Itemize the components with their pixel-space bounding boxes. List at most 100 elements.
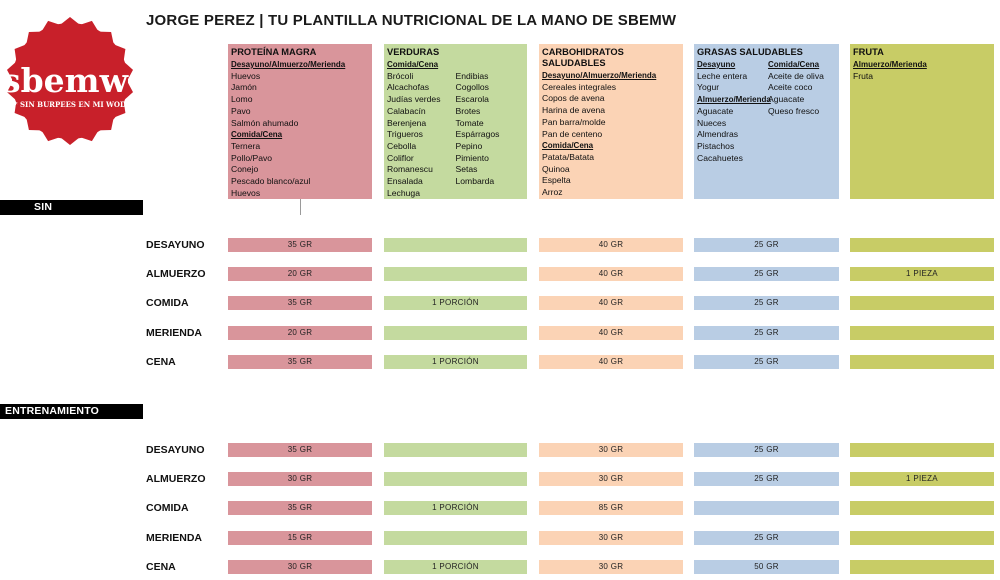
food-item: Harina de avena (542, 105, 606, 116)
portion-cell-fats: 25 GR (694, 326, 839, 340)
portion-cell-fruit (850, 560, 994, 574)
meal-group-label: Desayuno/Almuerzo/Merienda (542, 71, 657, 80)
section-label: SIN ENTRENAMIENTO (0, 200, 143, 228)
portion-cell-fats: 25 GR (694, 443, 839, 457)
portion-cell-fruit (850, 296, 994, 310)
food-item: Arroz (542, 187, 563, 198)
food-item: Huevos (231, 70, 261, 81)
food-item: Calabacín (387, 105, 426, 116)
category-title: CARBOHIDRATOS SALUDABLES (542, 47, 624, 68)
meal-name: COMIDA (146, 297, 189, 309)
food-item: Espárragos (455, 129, 500, 140)
meal-name: DESAYUNO (146, 239, 205, 251)
portion-cell-veg (384, 531, 527, 545)
portion-cell-protein: 15 GR (228, 531, 372, 545)
food-item: Cogollos (455, 82, 489, 93)
portion-cell-carbs: 40 GR (539, 296, 683, 310)
food-item: Cebolla (387, 140, 417, 151)
food-item: Almendras (697, 129, 739, 140)
food-item: Romanescu (387, 164, 433, 175)
food-item: Cacahuetes (697, 152, 743, 163)
meal-name: CENA (146, 356, 176, 368)
category-veg: VERDURAS Comida/Cena Brócoli Alcachofas Judí… (384, 44, 527, 199)
sbemw-logo: sbemw * SIN BURPEES EN MI WOD (3, 17, 133, 145)
food-item: Alcachofas (387, 82, 430, 93)
food-item: Aceite de oliva (768, 70, 824, 81)
food-item: Copos de avena (542, 93, 605, 104)
category-fruit: FRUTA Almuerzo/Merienda Fruta (850, 44, 994, 199)
meal-group-label: Comida/Cena (542, 141, 594, 151)
portion-cell-fats: 25 GR (694, 355, 839, 369)
portion-cell-fruit (850, 443, 994, 457)
food-item: Coliflor (387, 152, 414, 163)
meal-name: MERIENDA (146, 327, 203, 339)
portion-cell-fats: 25 GR (694, 531, 839, 545)
food-item: Queso fresco (768, 105, 820, 116)
page-title: JORGE PEREZ | TU PLANTILLA NUTRICIONAL D… (146, 12, 677, 29)
portion-cell-carbs: 40 GR (539, 267, 683, 281)
portion-cell-protein: 35 GR (228, 501, 372, 515)
portion-cell-fats: 25 GR (694, 267, 839, 281)
portion-cell-carbs: 30 GR (539, 560, 683, 574)
portion-cell-fruit: 1 PIEZA (850, 472, 994, 486)
food-item: Fruta (853, 70, 874, 81)
portion-cell-carbs: 30 GR (539, 531, 683, 545)
food-item: Cereales integrales (542, 81, 617, 92)
food-item: Jamón (231, 82, 257, 93)
portion-cell-fruit: 1 PIEZA (850, 267, 994, 281)
portion-cell-protein: 30 GR (228, 472, 372, 486)
food-item: Escarola (455, 94, 489, 105)
meal-group-label: Almuerzo/Merienda (853, 60, 927, 69)
food-item: Yogur (697, 82, 720, 93)
food-item: Pepino (455, 140, 483, 151)
food-item: Lombarda (455, 176, 495, 187)
portion-cell-carbs: 85 GR (539, 501, 683, 515)
food-item: Conejo (231, 164, 259, 175)
portion-cell-fats: 25 GR (694, 472, 839, 486)
food-item (456, 59, 525, 71)
food-item: Berenjena (387, 117, 427, 128)
food-item: Pescado blanco/azul (231, 176, 311, 187)
food-item: Patata/Batata (542, 151, 595, 162)
portion-cell-fruit (850, 355, 994, 369)
portion-cell-veg (384, 326, 527, 340)
logo-badge-shape (7, 17, 133, 145)
food-item: Nueces (697, 117, 727, 128)
category-title: PROTEÍNA MAGRA (231, 47, 317, 57)
meal-group-label: Comida/Cena (231, 130, 283, 140)
divider-marker (300, 199, 301, 215)
category-carbs: CARBOHIDRATOS SALUDABLES Desayuno/Almuerz… (539, 44, 683, 199)
food-item: Pistachos (697, 140, 735, 151)
meal-name: ALMUERZO (146, 268, 206, 280)
portion-cell-protein: 35 GR (228, 296, 372, 310)
logo-tagline: * SIN BURPEES EN MI WOD (14, 100, 126, 109)
food-item: Pavo (231, 105, 251, 116)
portion-cell-veg: 1 PORCIÓN (384, 560, 527, 574)
portion-cell-carbs: 40 GR (539, 355, 683, 369)
portion-cell-carbs: 30 GR (539, 443, 683, 457)
food-item: Quinoa (542, 163, 570, 174)
food-item: Ensalada (387, 176, 423, 187)
category-fats: GRASAS SALUDABLES Desayuno Leche entera Yog… (694, 44, 839, 199)
food-item: Pan barra/molde (542, 116, 606, 127)
portion-cell-veg (384, 443, 527, 457)
portion-cell-fats: 50 GR (694, 560, 839, 574)
food-item: Leche entera (697, 70, 748, 81)
portion-cell-fats (694, 501, 839, 515)
portion-cell-protein: 30 GR (228, 560, 372, 574)
meal-group-label: Comida/Cena (387, 60, 439, 69)
portion-cell-veg (384, 267, 527, 281)
food-item: Tomate (455, 117, 484, 128)
portion-cell-fats: 25 GR (694, 296, 839, 310)
category-title: FRUTA (853, 47, 884, 57)
portion-cell-fats: 25 GR (694, 238, 839, 252)
meal-name: DESAYUNO (146, 444, 205, 456)
food-item: Brócoli (387, 70, 414, 81)
portion-cell-protein: 35 GR (228, 443, 372, 457)
logo-brand-text: sbemw (3, 61, 130, 100)
meal-group-label: Almuerzo/Merienda (697, 95, 771, 105)
meal-group-label: Comida/Cena (768, 60, 820, 69)
portion-cell-protein: 20 GR (228, 267, 372, 281)
category-title: VERDURAS (387, 47, 440, 57)
food-item: Aguacate (768, 94, 805, 105)
